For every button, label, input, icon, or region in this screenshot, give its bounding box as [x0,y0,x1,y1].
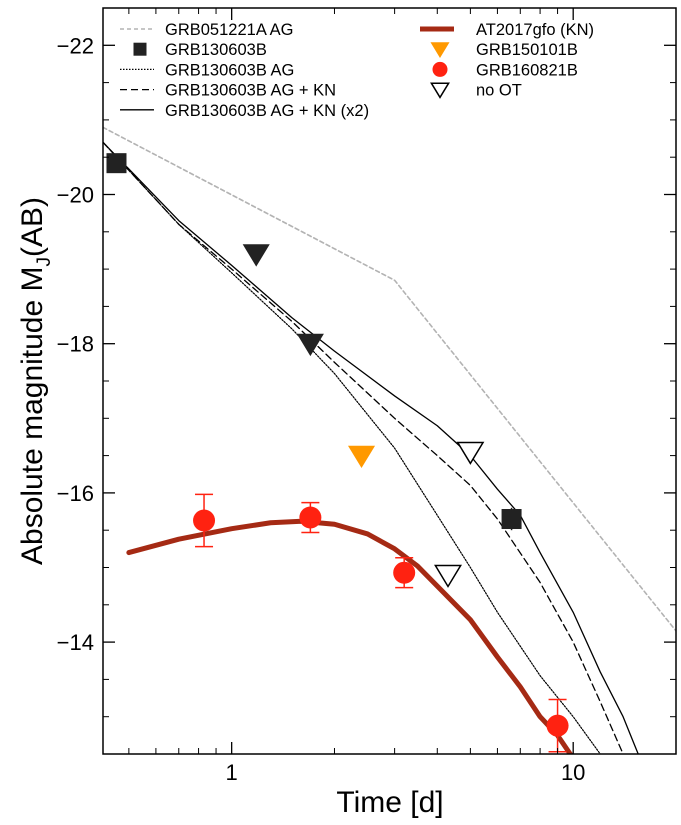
legend-label: GRB130603B [165,41,267,59]
legend-item-grb051221a-ag: GRB051221A AG [120,21,293,39]
legend-item-grb130603b-ag-kn: GRB130603B AG + KN [120,82,336,100]
marker-no-ot [434,564,462,588]
marker-grb130603b-limits [296,333,324,357]
legend-label: AT2017gfo (KN) [476,21,594,39]
legend-item-no-ot: no OT [430,82,522,100]
legend-label: no OT [476,82,522,100]
y-tick-label: −18 [57,332,94,357]
marker-grb160821b [299,506,322,529]
marker-grb150101b [347,445,376,469]
marker-no-ot [456,441,485,465]
series-line-grb130603b-ag-kn [103,141,624,754]
marker-layer [106,153,569,753]
y-tick-label: −16 [57,481,94,506]
legend-item-grb130603b-ag: GRB130603B AG [120,61,294,79]
legend: GRB051221A AG GRB130603B GRB130603B AG GRB1… [120,21,594,120]
marker-grb160821b [193,509,216,532]
y-axis-label-sub: J [34,257,55,267]
legend-item-grb160821b: GRB160821B [432,61,578,79]
legend-label: GRB130603B AG + KN [165,82,336,100]
series-line-grb130603b-ag [103,141,601,754]
legend-item-grb130603b: GRB130603B [133,41,267,59]
x-axis-label: Time [d] [336,786,443,819]
marker-grb130603b [106,153,127,174]
legend-label: GRB130603B AG + KN (x2) [165,102,369,120]
axes: −22 −20 −18 −16 −14 1 10 [57,7,677,785]
y-axis-label-main: Absolute magnitude M [16,266,49,565]
series-line-grb051221a-ag [103,126,676,632]
legend-label: GRB130603B AG [165,61,294,79]
x-tick-label: 10 [561,760,585,785]
y-tick-label: −22 [57,33,94,58]
y-tick-label: −14 [57,630,94,655]
legend-marker-swatch [430,82,450,99]
legend-item-at2017gfo-kn: AT2017gfo (KN) [420,21,594,39]
legend-label: GRB150101B [476,41,578,59]
y-axis-label-tail: (AB) [16,197,49,257]
legend-label: GRB051221A AG [165,21,293,39]
marker-grb130603b [501,509,522,530]
x-tick-label: 1 [226,760,238,785]
marker-grb160821b [393,561,416,584]
y-axis-label: Absolute magnitude MJ(AB) [16,197,55,565]
y-tick-label: −20 [57,183,94,208]
marker-grb160821b [546,714,569,737]
legend-item-grb150101b: GRB150101B [430,41,578,59]
legend-marker-swatch [133,42,147,56]
marker-grb130603b-limits [242,244,270,267]
legend-item-grb130603b-ag-kn-x2: GRB130603B AG + KN (x2) [120,102,369,120]
legend-label: GRB160821B [476,61,578,79]
legend-marker-swatch [432,61,448,77]
legend-marker-swatch [430,42,450,59]
